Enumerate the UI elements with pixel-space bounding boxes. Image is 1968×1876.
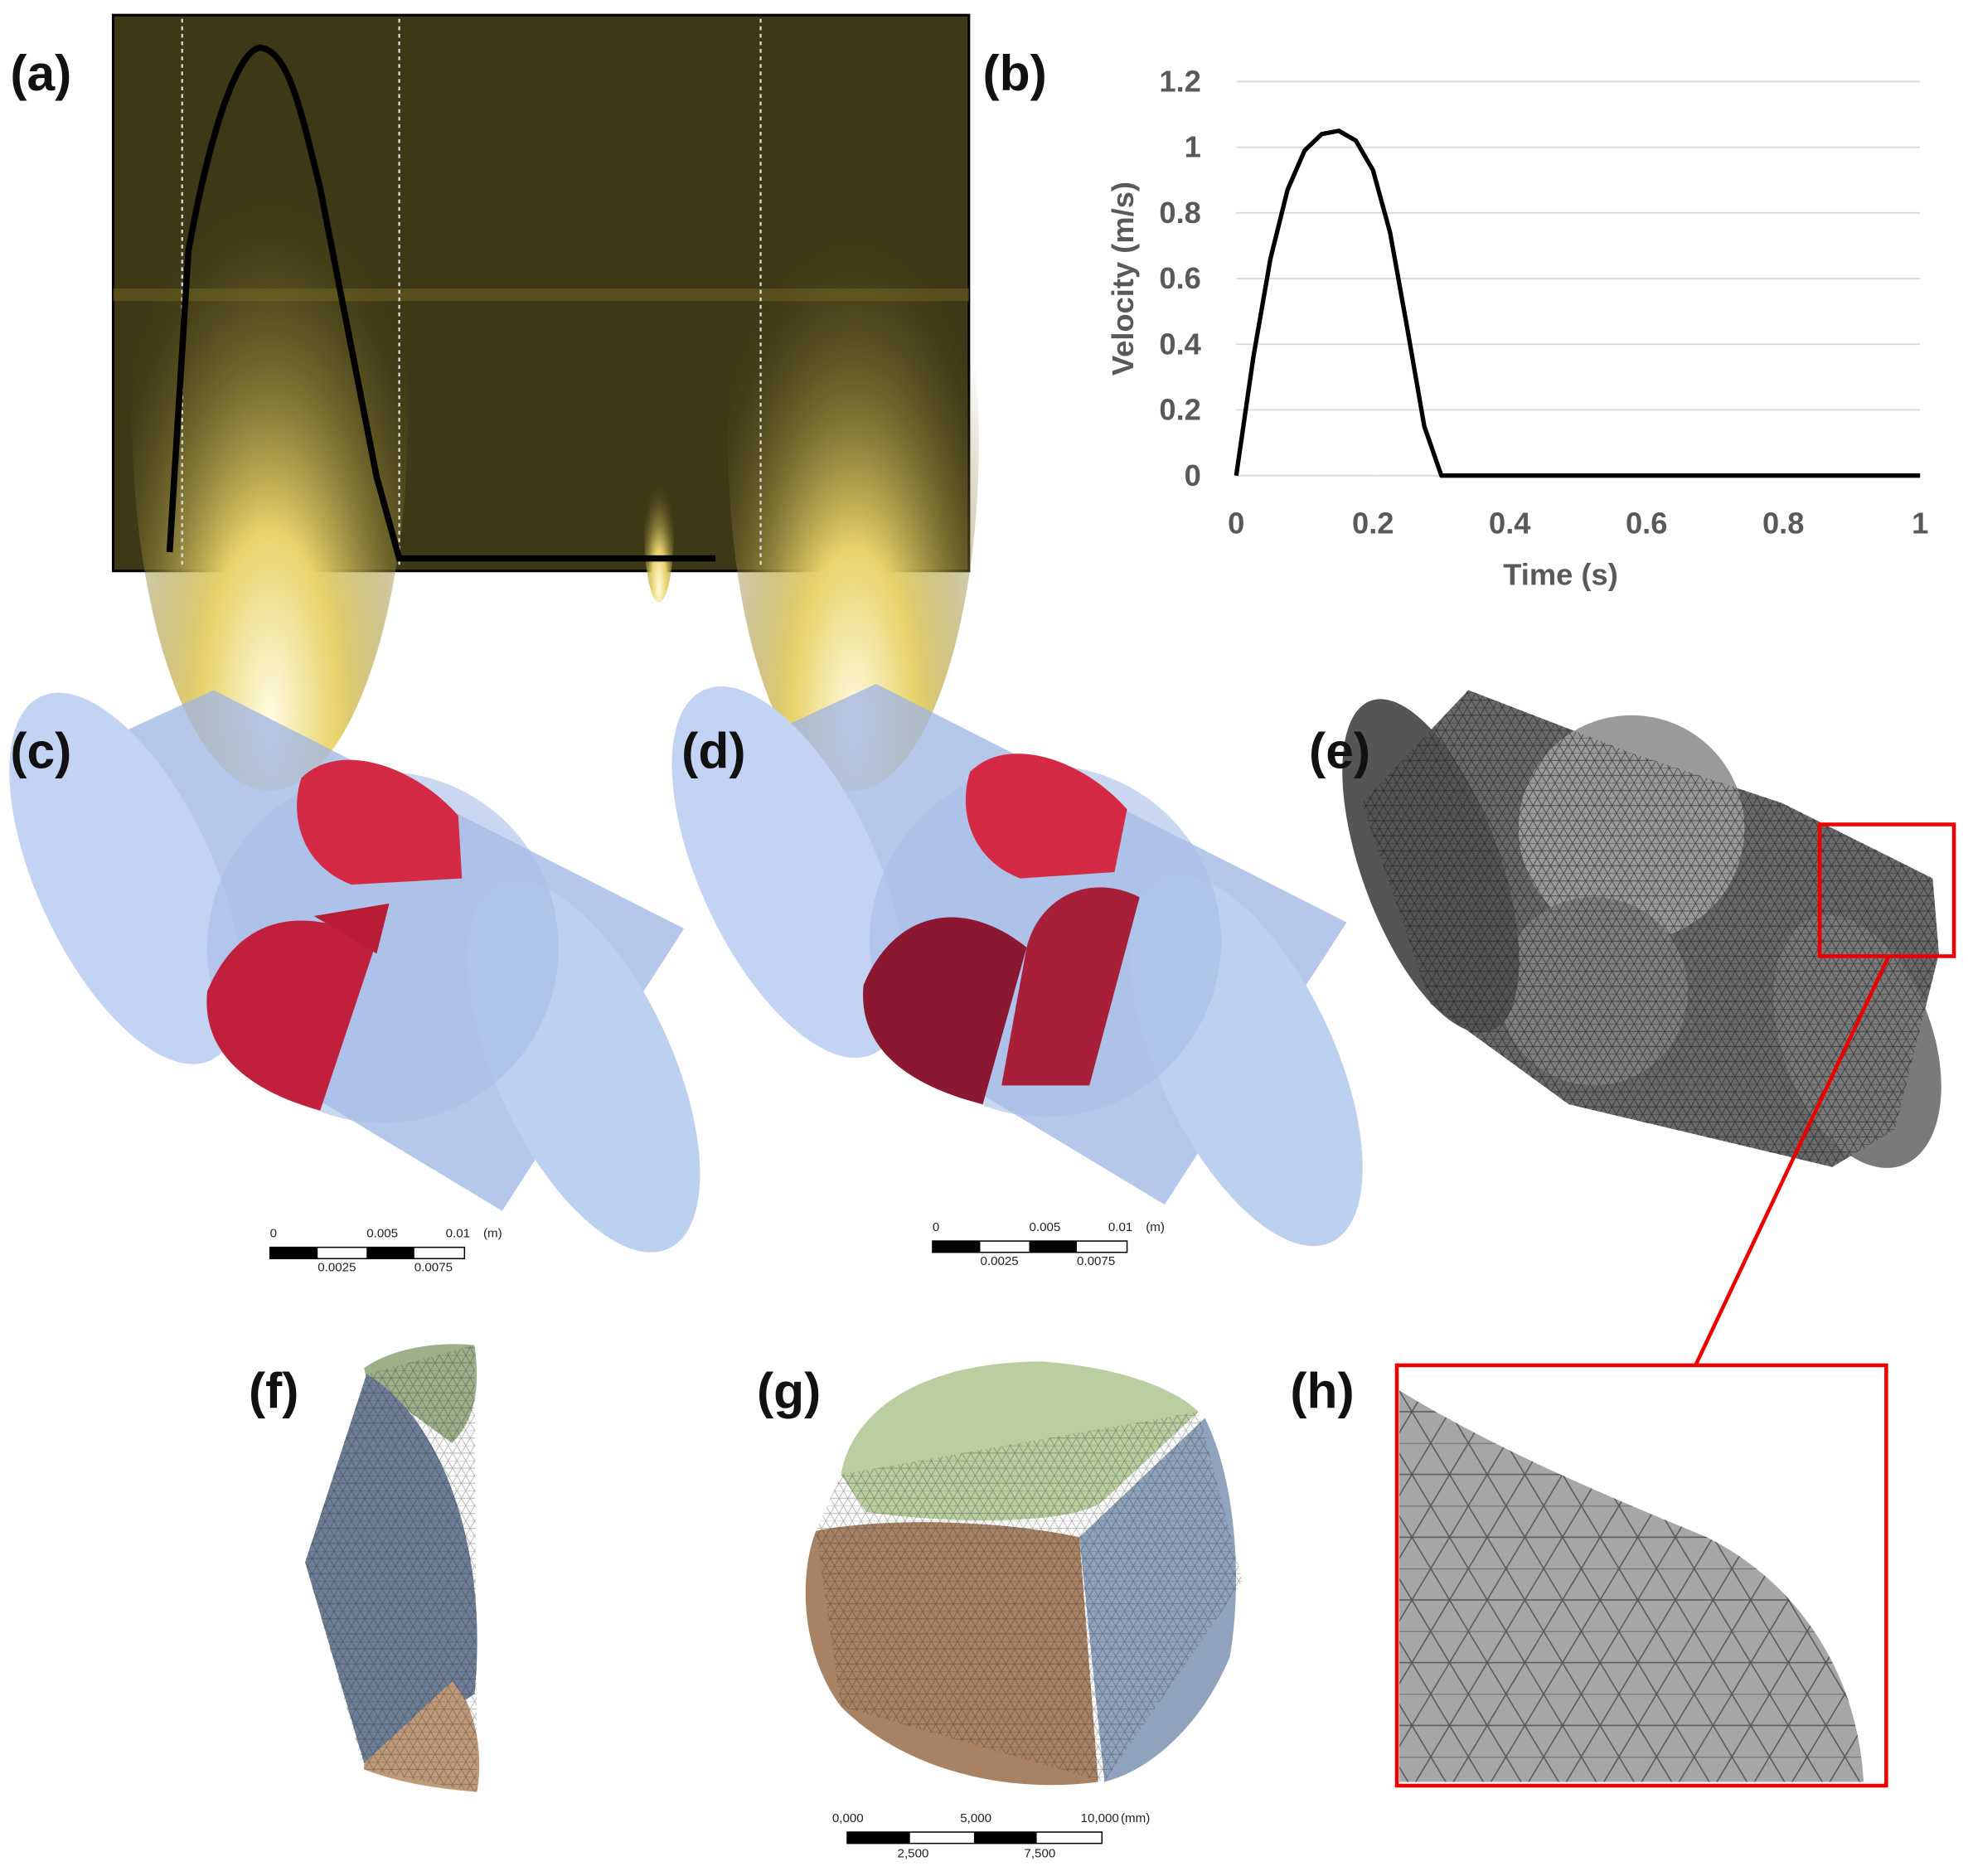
valve-render-open: [671, 683, 1363, 1247]
scale-label: 5,000: [960, 1811, 991, 1825]
leaflet-mesh-top: [805, 1361, 1243, 1786]
y-tick-label: 0.4: [1159, 327, 1200, 361]
panel-label: (e): [1309, 722, 1370, 778]
panel-label: (a): [10, 45, 71, 101]
scale-label: 0.0075: [414, 1260, 453, 1274]
scale-label: 0.01: [446, 1227, 470, 1241]
scale-label: 2,500: [898, 1846, 929, 1860]
x-axis-title: Time (s): [1503, 557, 1618, 591]
y-tick-label: 1.2: [1159, 65, 1200, 99]
scale-label: 0.005: [366, 1227, 398, 1241]
mesh-zoom: [1394, 1363, 1888, 1788]
scale-unit: (mm): [1121, 1811, 1150, 1825]
y-tick-label: 1: [1185, 130, 1201, 164]
x-tick-label: 0.6: [1626, 506, 1667, 540]
y-tick-label: 0.6: [1159, 261, 1200, 295]
scale-label: 7,500: [1024, 1846, 1055, 1860]
panel-label: (h): [1290, 1362, 1354, 1418]
x-tick-label: 1: [1912, 506, 1928, 540]
y-tick-label: 0: [1185, 458, 1201, 492]
panel-label: (d): [681, 722, 745, 778]
scale-bar-graphic: [269, 1240, 1128, 1844]
panel-label: (c): [10, 722, 71, 778]
y-tick-label: 0.2: [1159, 393, 1200, 427]
velocity-line: [1234, 128, 1921, 478]
x-tick-label: 0.2: [1352, 506, 1394, 540]
x-tick-label: 0.8: [1762, 506, 1804, 540]
mesh-geometry: [1342, 690, 1956, 1467]
valve-render-closed: [9, 690, 700, 1253]
scale-label: 10,000: [1081, 1811, 1119, 1825]
scale-label: 0.01: [1108, 1220, 1132, 1234]
x-tick-label: 0.4: [1489, 506, 1530, 540]
scale-unit: (m): [1146, 1220, 1165, 1234]
y-tick-label: 0.8: [1159, 196, 1200, 230]
scale-label: 0,000: [832, 1811, 864, 1825]
y-axis-title: Velocity (m/s): [1106, 182, 1140, 376]
scale-unit: (m): [483, 1227, 502, 1241]
scale-label: 0: [270, 1227, 277, 1241]
doppler-image: [111, 13, 979, 791]
panel-label: (f): [249, 1362, 298, 1418]
scale-label: 0: [933, 1220, 939, 1234]
panel-labels: (a) (b) (c) (d) (e) (f) (g) (h): [10, 45, 1370, 1418]
panel-label: (g): [757, 1362, 821, 1418]
scale-label: 0.0025: [980, 1254, 1018, 1268]
scale-label: 0.0025: [317, 1260, 356, 1274]
leaflet-mesh-side: [305, 1344, 480, 1792]
scale-label: 0.005: [1029, 1220, 1060, 1234]
x-tick-label: 0: [1228, 506, 1244, 540]
panel-label: (b): [982, 45, 1046, 101]
scale-label: 0.0075: [1077, 1254, 1115, 1268]
